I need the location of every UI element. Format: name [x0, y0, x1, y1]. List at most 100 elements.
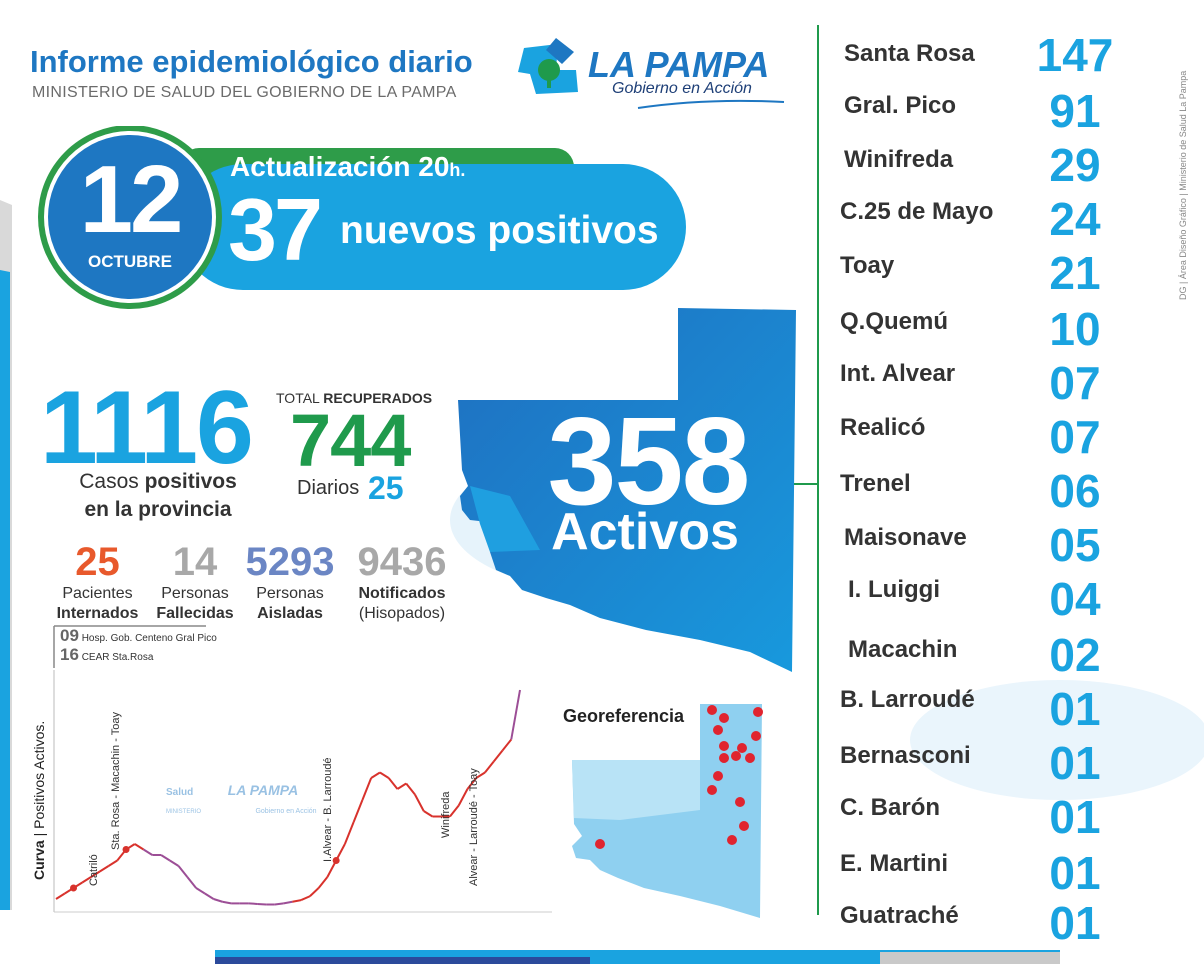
stat-value: 25 — [75, 540, 120, 584]
hospital-count: 16 — [60, 645, 79, 664]
chart-annotation: Winifreda — [440, 791, 452, 838]
curve-marker — [70, 884, 78, 892]
daily-recovered-count: 25 — [368, 470, 404, 506]
locality-name: I. Luiggi — [848, 576, 940, 603]
active-cases-count: 358 — [547, 393, 751, 531]
locality-count: 10 — [1049, 303, 1101, 355]
case-location-dot — [753, 707, 763, 717]
stat-line1: Personas — [161, 585, 229, 602]
curve-segment — [414, 794, 425, 812]
locality-count: 01 — [1049, 683, 1101, 735]
report-title: Informe epidemiológico diario — [30, 44, 473, 79]
hospital-name: CEAR Sta.Rosa — [81, 652, 154, 663]
update-label: Actualización 20 — [230, 151, 450, 182]
locality-name: Gral. Pico — [844, 92, 957, 119]
curve-segment — [309, 887, 320, 897]
locality-count: 91 — [1049, 85, 1101, 137]
curve-segment — [343, 821, 355, 845]
active-cases-label: Activos — [551, 503, 739, 561]
case-location-dot — [713, 771, 723, 781]
curve-segment — [213, 898, 223, 903]
locality-count: 02 — [1049, 629, 1101, 681]
curve-segment — [501, 738, 513, 752]
case-location-dot — [737, 743, 747, 753]
curve-segment — [317, 876, 329, 889]
total-cases-label-2: en la provincia — [84, 498, 232, 521]
design-credit: DG | Área Diseño Gráfico | Ministerio de… — [1178, 70, 1188, 300]
recovered-count: 744 — [290, 399, 411, 482]
curve-marker — [332, 857, 340, 864]
georeference-label: Georeferencia — [563, 706, 685, 726]
locality-name: Guatraché — [840, 902, 959, 929]
watermark-sub: MINISTERIO — [166, 809, 202, 815]
georeference-map — [572, 704, 763, 918]
locality-count: 05 — [1049, 519, 1101, 571]
curve-segment — [387, 777, 399, 790]
stat-value: 9436 — [357, 540, 447, 584]
locality-count: 06 — [1049, 465, 1101, 517]
case-location-dot — [745, 753, 755, 763]
ministry-subtitle: MINISTERIO DE SALUD DEL GOBIERNO DE LA P… — [32, 84, 457, 101]
active-curve-chart — [53, 670, 552, 913]
curve-segment — [248, 902, 258, 905]
curve-segment — [222, 900, 232, 905]
curve-segment — [107, 859, 118, 867]
locality-name: Santa Rosa — [844, 40, 975, 67]
chart-annotation: Alvear - Larroudé - Toay — [468, 768, 480, 886]
case-location-dot — [739, 821, 749, 831]
hospital-name: Hosp. Gob. Centeno Gral Pico — [81, 633, 217, 644]
recovered-label-1: TOTAL — [276, 390, 324, 406]
stat-line1: Notificados — [358, 585, 446, 602]
curve-segment — [457, 788, 469, 806]
locality-count: 04 — [1049, 573, 1101, 625]
stat-isolated: 5293 Personas Aisladas — [242, 540, 338, 624]
stat-hospitalized: 25 Pacientes Internados — [50, 540, 145, 624]
curve-segment — [370, 771, 381, 779]
locality-count: 01 — [1049, 737, 1101, 789]
locality-name: Realicó — [840, 414, 926, 441]
curve-segment — [204, 892, 215, 900]
curve-segment — [186, 876, 197, 889]
stat-value: 5293 — [245, 540, 335, 584]
province-map — [458, 308, 796, 672]
case-location-dot — [595, 839, 605, 849]
stat-line2: (Hisopados) — [358, 605, 446, 622]
stat-notified: 9436 Notificados (Hisopados) — [352, 540, 452, 624]
locality-name: Winifreda — [844, 146, 954, 173]
locality-name: Macachin — [848, 636, 958, 663]
curve-segment — [423, 810, 433, 818]
curve-segment — [99, 865, 110, 873]
locality-count: 07 — [1049, 411, 1101, 463]
stat-line1: Pacientes — [62, 585, 133, 602]
chart-title: Curva | Positivos Activos. — [31, 721, 47, 880]
case-location-dot — [719, 753, 729, 763]
curve-segment — [492, 749, 504, 763]
curve-segment — [257, 902, 267, 906]
locality-count: 21 — [1049, 247, 1101, 299]
locality-count: 147 — [1036, 29, 1114, 81]
curve-segment — [449, 804, 460, 818]
case-location-dot — [751, 731, 761, 741]
locality-name: B. Larroudé — [840, 686, 975, 713]
curve-segment — [274, 902, 284, 906]
locality-count: 01 — [1049, 791, 1101, 843]
update-suffix: h. — [449, 160, 466, 180]
hospital-row: 09 Hosp. Gob. Centeno Gral Pico — [60, 626, 217, 646]
stat-deceased: 14 Personas Fallecidas — [150, 540, 240, 624]
curve-segment — [143, 848, 153, 856]
curve-segment — [195, 887, 206, 895]
curve-segment — [484, 760, 495, 774]
locality-count: 24 — [1049, 193, 1101, 245]
chart-annotation: Catriló — [88, 854, 100, 886]
total-cases-label-bold: positivos — [144, 470, 237, 493]
curve-segment — [352, 799, 364, 823]
chart-title-bold: Curva — [31, 840, 47, 880]
case-location-dot — [727, 835, 737, 845]
chart-title-rest: | Positivos Activos. — [31, 720, 47, 841]
logo-swoosh — [637, 99, 785, 109]
hospital-bracket — [53, 625, 206, 668]
locality-count: 01 — [1049, 897, 1101, 949]
case-location-dot — [731, 751, 741, 761]
la-pampa-logo-icon — [518, 38, 578, 94]
curve-segment — [300, 895, 311, 902]
